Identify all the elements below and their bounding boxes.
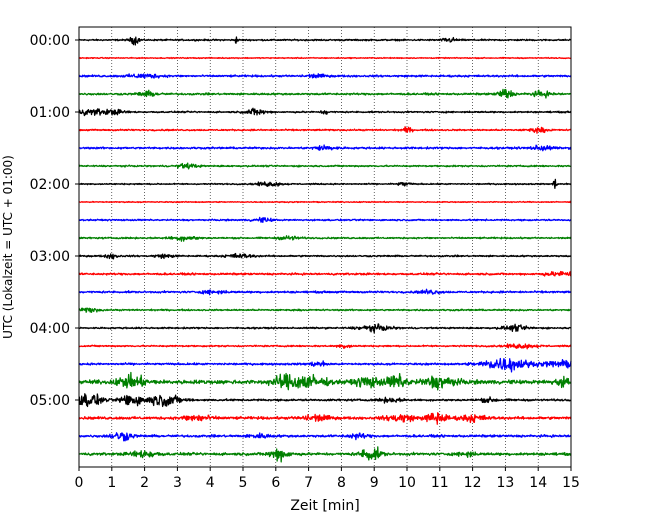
trace-0200 — [78, 178, 572, 189]
trace-0130 — [78, 144, 572, 152]
trace-0045 — [78, 88, 572, 99]
trace-0145 — [78, 162, 572, 170]
trace-0345 — [78, 307, 572, 313]
x-tick-label-14: 14 — [529, 475, 547, 491]
trace-0315 — [78, 270, 572, 277]
x-tick-label-2: 2 — [140, 475, 149, 491]
x-tick-label-6: 6 — [271, 475, 280, 491]
trace-0400 — [78, 323, 572, 334]
x-tick-label-7: 7 — [304, 475, 313, 491]
x-tick-label-9: 9 — [370, 475, 379, 491]
trace-0030 — [78, 73, 572, 79]
x-tick-label-1: 1 — [107, 475, 116, 491]
x-tick-label-15: 15 — [562, 475, 580, 491]
trace-0215 — [78, 200, 572, 204]
trace-0530 — [78, 432, 572, 442]
trace-0300 — [78, 252, 572, 260]
x-tick-label-11: 11 — [431, 475, 449, 491]
y-tick-label-2: 02:00 — [30, 177, 70, 193]
x-tick-label-3: 3 — [173, 475, 182, 491]
x-tick-label-4: 4 — [206, 475, 215, 491]
x-tick-label-0: 0 — [75, 475, 84, 491]
x-tick-label-12: 12 — [464, 475, 482, 491]
y-axis-label: UTC (Lokalzeit = UTC + 01:00) — [1, 155, 15, 339]
trace-0415 — [78, 343, 572, 350]
x-tick-label-5: 5 — [239, 475, 248, 491]
x-tick-label-13: 13 — [496, 475, 514, 491]
trace-0245 — [78, 235, 572, 242]
trace-0500 — [78, 393, 572, 408]
trace-0230 — [78, 216, 572, 223]
y-tick-label-5: 05:00 — [30, 393, 70, 409]
trace-0430 — [78, 357, 572, 373]
trace-0100 — [78, 107, 572, 117]
y-tick-label-1: 01:00 — [30, 105, 70, 121]
trace-0515 — [78, 412, 572, 425]
trace-0545 — [78, 446, 572, 463]
trace-group — [78, 36, 572, 463]
trace-0000 — [78, 36, 572, 46]
x-axis-ticks: 0 1 2 3 4 5 6 7 8 9 10 11 12 13 14 15 — [75, 467, 580, 491]
trace-0115 — [78, 126, 572, 134]
trace-0445 — [78, 371, 572, 391]
x-tick-label-10: 10 — [398, 475, 416, 491]
x-axis-label: Zeit [min] — [290, 498, 359, 514]
x-tick-label-8: 8 — [337, 475, 346, 491]
gridlines — [111, 27, 539, 467]
y-tick-label-0: 00:00 — [30, 33, 70, 49]
y-axis-ticks: 00:00 01:00 02:00 03:00 04:00 05:00 — [30, 33, 79, 409]
trace-0015 — [78, 56, 572, 60]
plot-frame — [78, 26, 572, 468]
trace-0330 — [78, 288, 572, 296]
y-tick-label-4: 04:00 — [30, 321, 70, 337]
y-tick-label-3: 03:00 — [30, 249, 70, 265]
